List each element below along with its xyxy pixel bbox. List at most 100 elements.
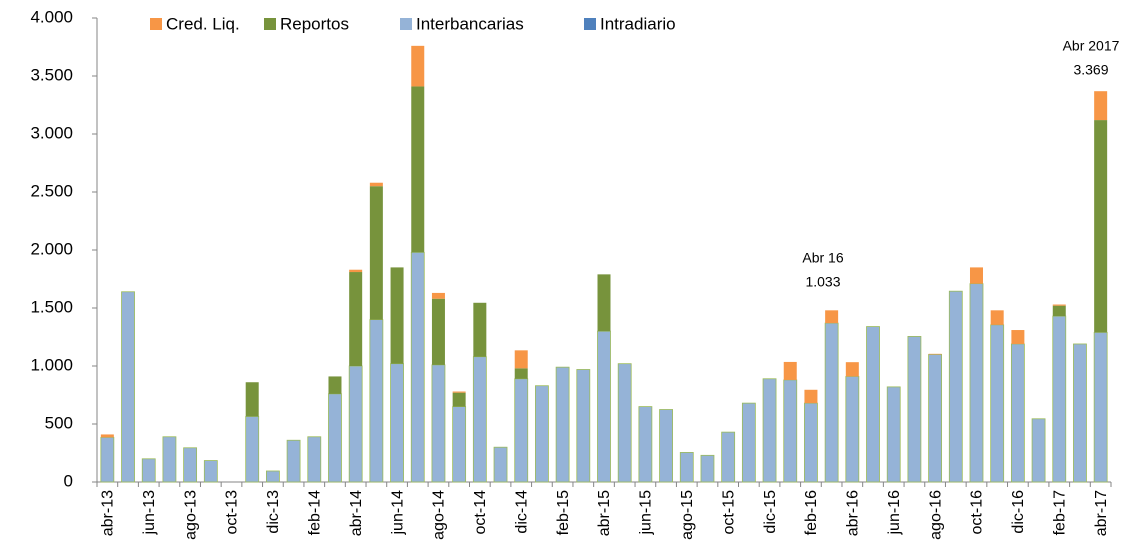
bar-segment	[411, 86, 425, 253]
x-tick-label: oct-13	[224, 490, 241, 535]
bar-segment	[928, 353, 943, 483]
bar-segment	[514, 350, 528, 369]
annotation-title: Abr 16	[802, 250, 843, 266]
bar-segment	[845, 362, 859, 377]
bar-segment	[741, 402, 756, 483]
bar-segment	[493, 446, 508, 483]
bar-segment	[514, 368, 528, 379]
bar-segment	[328, 376, 342, 394]
bar-segment	[1094, 91, 1108, 121]
bar-segment	[783, 379, 798, 483]
bar-segment	[100, 436, 115, 483]
bar-segment	[804, 402, 818, 483]
annotation-title: Abr 2017	[1063, 38, 1120, 54]
bar-segment	[969, 267, 983, 284]
bar-segment	[348, 365, 363, 483]
y-tick-label: 0	[64, 471, 73, 490]
bar-segment	[265, 470, 280, 483]
x-tick-label: abr-16	[845, 490, 862, 536]
x-tick-label: feb-16	[803, 490, 820, 535]
bar-segment	[535, 385, 549, 483]
bar-segment	[410, 251, 425, 483]
bar-segment	[452, 391, 466, 393]
bar-segment	[1093, 331, 1108, 483]
bar-segment	[141, 458, 156, 483]
bar-segment	[369, 319, 384, 483]
x-tick-label: ago-15	[679, 490, 696, 540]
bar-segment	[286, 439, 301, 483]
bar-segment	[617, 363, 632, 483]
x-tick-label: ago-16	[927, 490, 944, 540]
bar-segment	[555, 366, 570, 483]
legend-label: Reportos	[280, 14, 349, 33]
bar-segment	[245, 382, 259, 417]
bar-segment	[597, 274, 611, 332]
bar-segment	[245, 416, 260, 483]
bar-segment	[473, 302, 487, 357]
bar-segment	[1094, 120, 1108, 333]
bar-segment	[328, 393, 342, 483]
bar-segment	[948, 290, 963, 483]
legend-swatch	[400, 18, 412, 30]
bar-segment	[452, 406, 467, 483]
x-tick-label: feb-14	[307, 490, 324, 535]
bar-segment	[411, 45, 425, 87]
x-tick-label: abr-17	[1093, 490, 1110, 536]
bar-segment	[349, 272, 363, 366]
bar-segment	[1052, 315, 1067, 483]
bar-segment	[349, 269, 363, 273]
x-tick-label: ago-14	[431, 490, 448, 540]
bar-segment	[679, 452, 694, 483]
y-tick-label: 2.000	[30, 239, 73, 258]
x-tick-label: feb-15	[555, 490, 572, 535]
bar-segment	[452, 392, 466, 407]
x-tick-label: oct-16	[969, 490, 986, 535]
bar-segment	[1010, 343, 1025, 483]
legend-label: Interbancarias	[416, 14, 524, 33]
y-tick-label: 4.000	[30, 7, 73, 26]
bar-segment	[845, 376, 860, 483]
y-tick-label: 3.500	[30, 65, 73, 84]
x-tick-label: jun-16	[886, 490, 903, 536]
y-tick-label: 3.000	[30, 123, 73, 142]
bar-segment	[825, 310, 839, 324]
annotation-value: 1.033	[805, 274, 840, 290]
legend-label: Cred. Liq.	[166, 14, 240, 33]
legend-swatch	[150, 18, 162, 30]
bar-segment	[804, 389, 818, 404]
x-tick-label: dic-13	[265, 490, 282, 534]
annotation-value: 3.369	[1073, 62, 1108, 78]
bar-segment	[1052, 305, 1066, 317]
x-tick-label: abr-15	[596, 490, 613, 536]
bar-segment	[431, 292, 445, 299]
bar-segment	[576, 369, 591, 483]
x-tick-label: dic-15	[762, 490, 779, 534]
x-tick-label: abr-13	[100, 490, 117, 536]
bar-segment	[307, 436, 322, 483]
x-tick-label: feb-17	[1051, 490, 1068, 535]
bar-segment	[472, 356, 487, 483]
bar-segment	[969, 283, 984, 483]
bar-segment	[390, 363, 404, 483]
bar-segment	[162, 436, 177, 483]
bar-segment	[783, 361, 797, 380]
bar-segment	[928, 353, 942, 355]
legend-swatch	[264, 18, 276, 30]
bar-segment	[638, 406, 653, 483]
x-tick-label: jun-14	[389, 490, 406, 536]
bar-segment	[183, 447, 198, 483]
x-tick-label: dic-14	[513, 490, 530, 534]
bar-segment	[866, 326, 880, 483]
bar-segment	[1073, 343, 1087, 483]
bar-segment	[431, 298, 445, 365]
bar-segment	[700, 454, 715, 483]
bar-segment	[121, 291, 135, 483]
x-tick-label: ago-13	[182, 490, 199, 540]
y-tick-label: 2.500	[30, 181, 73, 200]
bar-segment	[659, 409, 673, 483]
bar-segment	[824, 322, 839, 483]
bar-segment	[369, 182, 383, 187]
bar-segment	[1011, 330, 1025, 344]
bar-segment	[907, 336, 922, 483]
